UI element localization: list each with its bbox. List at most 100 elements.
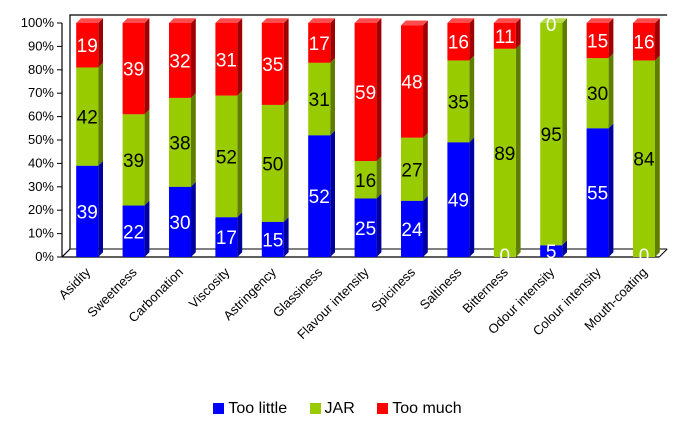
data-label: 95 [541,125,562,146]
bar-top [215,18,243,23]
bar-top [261,18,289,23]
bar-side [655,55,660,257]
legend-label-jar: JAR [324,400,355,417]
y-tick-label: 40% [28,155,54,170]
bar-side [423,196,428,257]
bar-side [144,18,150,115]
y-tick-label: 50% [28,132,54,147]
data-label: 5 [546,242,557,263]
y-tick-label: 80% [28,62,54,77]
bar-top [447,18,475,23]
data-label: 84 [633,150,655,171]
stacked-bar-chart: 0% 10% 20% 30% 40% 50% 60% 70% 80% 90% 100% 39 42 19… [21,14,668,342]
bar-segment [122,23,145,115]
y-tick-label: 0% [35,249,54,264]
legend-swatch-too-little [213,403,225,414]
bar-side [237,18,243,96]
data-label: 22 [123,222,144,243]
chart-axes: 0% 10% 20% 30% 40% 50% 60% 70% 80% 90% 100% [21,14,668,264]
x-tick-label: Viscosity [186,264,233,311]
bar-segment [586,128,609,257]
data-label: 48 [401,73,422,94]
bar-segment [169,23,191,98]
y-tick-label: 60% [28,109,54,124]
bar-side [283,18,289,105]
bar-segment [447,23,470,61]
data-label: 35 [262,55,283,76]
data-label: 11 [495,27,515,48]
bar-segment [76,165,99,257]
floor-right-edge [658,248,668,258]
data-label: 0 [639,246,650,267]
bar-side [608,123,614,257]
bar-segment [354,161,377,199]
data-label: 31 [309,90,330,111]
bar-side [283,100,289,222]
legend-item-jar: JAR [309,400,355,418]
bar-side [237,212,243,257]
y-tick-label: 30% [28,179,54,194]
data-label: 19 [77,36,98,57]
bar-segment [540,23,563,246]
x-tick-label: Spiciness [368,264,418,314]
bar-side [562,18,567,246]
bar-segment [401,25,423,138]
chart-bars [76,18,660,257]
bar-side [98,18,103,68]
data-label: 52 [309,187,330,208]
bar-side [376,193,382,257]
data-label: 35 [448,92,469,113]
bar-segment [308,62,331,136]
bar-side [423,132,428,201]
bar-side [469,55,475,143]
bar-top [586,18,614,23]
bar-segment [493,23,516,49]
data-label: 25 [355,219,376,240]
bar-segment [261,23,284,105]
bar-segment [261,104,284,222]
bar-side [98,62,103,166]
bar-side [191,182,196,257]
bar-side [515,18,521,49]
bar-side [144,109,150,206]
bar-segment [401,137,423,201]
data-label: 16 [448,33,469,54]
bar-segment [122,205,145,257]
bar-top [76,18,103,23]
bar-segment [122,114,145,206]
data-label: 0 [500,246,511,267]
data-label: 50 [262,154,283,175]
bar-side [191,93,196,187]
bar-top [169,18,196,23]
bar-side [330,57,335,136]
bar-side [423,20,428,138]
legend-label-too-little: Too little [228,400,288,417]
data-label: 49 [448,191,469,212]
bar-segment [586,58,609,129]
bar-top [354,18,382,23]
y-tick-label: 100% [21,15,55,30]
bar-side [144,200,150,257]
data-label: 31 [216,50,237,71]
data-label: 52 [216,147,237,168]
data-label: 15 [587,32,608,53]
bar-top [540,18,567,23]
bar-segment [261,221,284,257]
x-tick-label: Asidity [56,264,94,302]
data-label: 15 [262,230,283,251]
bar-side [655,18,660,61]
data-label: 38 [169,133,190,154]
y-tick-label: 70% [28,85,54,100]
bar-side [237,90,243,218]
data-label: 42 [77,108,98,129]
legend-label-too-much: Too much [392,400,462,417]
bar-top [633,18,660,23]
data-label: 17 [216,228,237,249]
data-label: 24 [401,220,423,241]
bar-segment [169,97,191,187]
y-tick-label: 20% [28,202,54,217]
bar-side [376,156,382,199]
bar-side [283,217,289,257]
bar-segment [215,23,238,96]
bar-segment [215,217,238,257]
